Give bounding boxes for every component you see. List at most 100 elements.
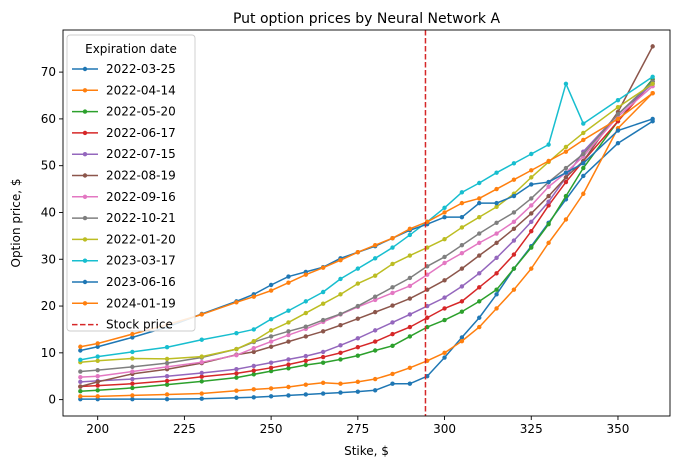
data-point xyxy=(130,369,135,374)
legend-entry: 2022-06-17 xyxy=(72,126,176,140)
data-point xyxy=(459,299,465,304)
data-point xyxy=(164,382,170,387)
data-point xyxy=(563,149,569,154)
data-point xyxy=(442,355,447,360)
legend-entry: 2022-07-15 xyxy=(72,147,176,161)
data-point xyxy=(130,335,135,340)
legend-entry: 2024-01-19 xyxy=(72,296,176,310)
legend-label: 2022-07-15 xyxy=(106,147,176,161)
data-point xyxy=(199,374,204,379)
data-point xyxy=(581,161,586,166)
data-point xyxy=(372,309,378,315)
data-point xyxy=(563,175,569,180)
data-point xyxy=(581,191,586,196)
data-point xyxy=(390,331,395,337)
legend-marker xyxy=(82,173,88,178)
data-point xyxy=(164,392,170,397)
data-point xyxy=(563,165,569,171)
data-point xyxy=(494,240,499,246)
legend-label: 2024-01-19 xyxy=(106,296,176,310)
data-point xyxy=(442,205,447,210)
data-point xyxy=(338,258,343,263)
data-point xyxy=(390,236,395,241)
data-point xyxy=(286,280,291,285)
data-point xyxy=(529,182,534,187)
data-point xyxy=(529,228,534,234)
data-point xyxy=(320,265,326,270)
data-point xyxy=(494,271,499,276)
data-point xyxy=(251,372,256,377)
data-point xyxy=(130,385,135,391)
data-point xyxy=(268,360,274,365)
data-point xyxy=(251,345,256,351)
chart-title: Put option prices by Neural Network A xyxy=(233,11,500,27)
x-tick-label: 325 xyxy=(520,422,543,436)
data-point xyxy=(199,359,204,365)
data-point xyxy=(477,240,482,246)
data-point xyxy=(563,217,569,222)
data-point xyxy=(546,199,551,204)
data-point xyxy=(130,396,135,402)
data-point xyxy=(459,309,465,314)
data-point xyxy=(164,364,170,370)
legend-label: 2022-10-21 xyxy=(106,211,176,225)
data-point xyxy=(95,358,100,363)
data-point xyxy=(78,357,83,363)
data-point xyxy=(199,354,204,359)
data-point xyxy=(95,379,100,385)
legend-entry: 2022-09-16 xyxy=(72,190,176,204)
data-point xyxy=(303,299,308,304)
data-point xyxy=(303,358,308,363)
data-point xyxy=(338,276,343,282)
data-point xyxy=(477,315,482,320)
data-point xyxy=(164,356,170,362)
data-point xyxy=(459,214,465,220)
series-line xyxy=(80,85,654,378)
data-point xyxy=(477,324,482,330)
data-point xyxy=(372,388,378,393)
data-point xyxy=(251,327,256,332)
data-point xyxy=(372,297,378,303)
data-point xyxy=(390,261,395,267)
data-point xyxy=(372,243,378,248)
data-point xyxy=(407,365,413,371)
data-point xyxy=(546,184,551,189)
data-point xyxy=(615,116,621,122)
data-point xyxy=(78,374,83,380)
data-point xyxy=(355,266,361,271)
legend-box xyxy=(66,34,196,332)
series-line xyxy=(80,83,654,383)
y-tick-label: 40 xyxy=(41,205,56,219)
data-point xyxy=(338,390,343,395)
data-point xyxy=(390,303,395,308)
data-point xyxy=(407,381,413,386)
data-point xyxy=(130,376,135,382)
data-point xyxy=(477,271,482,276)
data-point xyxy=(78,384,83,389)
data-point xyxy=(303,382,308,387)
data-point xyxy=(563,170,569,175)
legend-label: 2023-06-16 xyxy=(106,275,176,289)
legend-label: 2022-08-19 xyxy=(106,169,176,183)
x-tick-label: 300 xyxy=(433,422,456,436)
data-point xyxy=(459,225,465,230)
series-2022-03-25 xyxy=(78,119,655,402)
legend-label: 2022-03-25 xyxy=(106,62,176,76)
data-point xyxy=(442,214,447,220)
data-point xyxy=(234,371,239,376)
data-point xyxy=(286,357,291,362)
legend-marker xyxy=(82,130,88,136)
data-point xyxy=(268,344,274,349)
data-point xyxy=(615,141,621,146)
data-point xyxy=(286,329,291,334)
data-point xyxy=(650,116,655,122)
data-point xyxy=(320,349,326,355)
data-point xyxy=(355,316,361,321)
data-point xyxy=(372,339,378,344)
legend-label: 2023-03-17 xyxy=(106,254,176,268)
data-point xyxy=(511,210,517,215)
data-point xyxy=(286,366,291,371)
data-point xyxy=(95,344,100,349)
data-point xyxy=(320,360,326,365)
data-point xyxy=(320,289,326,295)
